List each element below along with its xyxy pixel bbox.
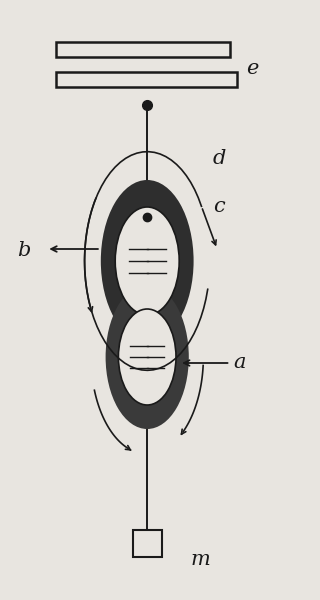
Text: m: m <box>190 550 210 569</box>
Text: d: d <box>213 149 226 169</box>
Text: b: b <box>18 241 31 260</box>
Ellipse shape <box>106 285 189 429</box>
Ellipse shape <box>118 309 176 405</box>
Bar <box>56 72 237 87</box>
Bar <box>133 529 162 557</box>
Text: a: a <box>234 353 246 373</box>
Text: c: c <box>213 197 225 217</box>
Ellipse shape <box>115 207 179 315</box>
Bar <box>56 42 230 57</box>
Text: e: e <box>246 59 259 79</box>
Ellipse shape <box>101 180 194 342</box>
